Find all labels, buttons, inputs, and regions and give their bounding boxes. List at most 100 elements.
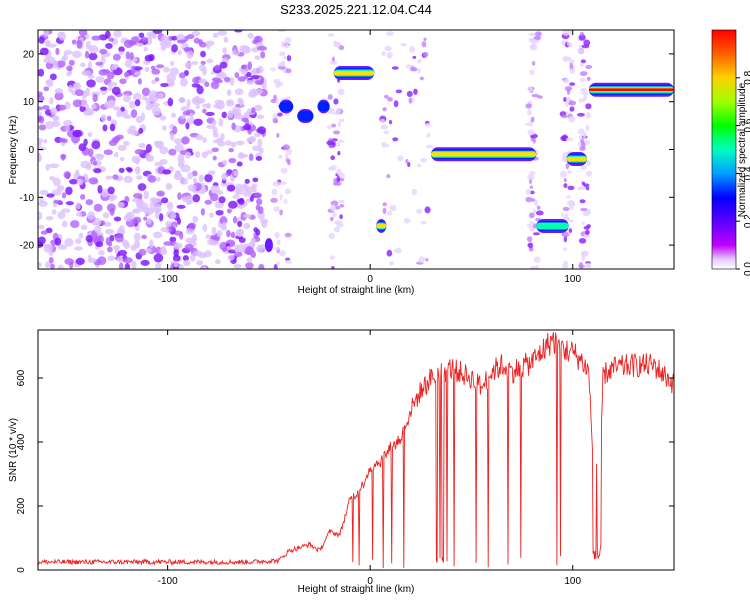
noise-blob (234, 113, 243, 120)
spectral-feature (317, 101, 330, 112)
noise-blob (283, 56, 287, 60)
noise-blob (108, 99, 116, 108)
noise-blob (177, 49, 182, 56)
noise-blob (111, 86, 121, 95)
noise-blob (102, 212, 110, 219)
noise-blob (39, 189, 49, 196)
noise-blob (568, 228, 573, 234)
noise-blob (93, 217, 102, 226)
noise-blob (102, 124, 108, 132)
noise-blob (195, 104, 200, 110)
y-tick-label: 400 (16, 433, 27, 450)
noise-blob (145, 143, 152, 153)
noise-blob (279, 181, 288, 185)
spectral-feature (264, 238, 273, 253)
noise-blob (387, 97, 393, 102)
noise-blob (563, 97, 567, 103)
noise-blob (113, 135, 121, 142)
noise-blob (79, 62, 86, 68)
noise-blob (586, 159, 591, 167)
noise-blob (56, 60, 66, 68)
noise-blob (569, 43, 573, 48)
noise-blob (85, 87, 91, 97)
noise-blob (243, 213, 252, 219)
noise-blob (244, 178, 250, 184)
noise-blob (528, 86, 533, 93)
noise-blob (252, 145, 262, 152)
noise-blob (261, 84, 267, 89)
noise-blob (567, 185, 575, 191)
noise-blob (235, 140, 245, 146)
noise-blob (565, 162, 570, 170)
noise-blob (47, 56, 56, 64)
noise-blob (38, 211, 43, 221)
noise-blob (54, 237, 62, 246)
noise-blob (277, 30, 286, 33)
noise-blob (61, 153, 66, 161)
noise-blob (586, 224, 591, 229)
noise-blob (169, 81, 175, 86)
noise-blob (388, 119, 393, 125)
noise-blob (214, 99, 224, 105)
noise-blob (568, 115, 576, 123)
noise-blob (43, 86, 50, 92)
noise-blob (586, 76, 591, 82)
noise-blob (173, 173, 183, 181)
noise-blob (217, 30, 228, 36)
noise-blob (391, 66, 399, 70)
noise-blob (185, 200, 192, 206)
noise-blob (333, 40, 338, 46)
noise-blob (569, 62, 574, 70)
noise-blob (566, 195, 571, 199)
noise-blob (81, 70, 92, 77)
noise-blob (337, 139, 345, 143)
noise-blob (244, 118, 250, 126)
noise-blob (210, 185, 221, 194)
noise-blob (49, 73, 57, 81)
noise-blob (195, 151, 201, 158)
noise-blob (72, 129, 82, 138)
noise-blob (122, 94, 131, 103)
noise-blob (580, 165, 587, 171)
noise-blob (46, 78, 54, 88)
noise-blob (160, 197, 169, 204)
noise-blob (578, 262, 583, 269)
noise-blob (579, 199, 586, 204)
noise-blob (144, 54, 153, 62)
noise-blob (328, 232, 335, 240)
noise-blob (88, 52, 98, 61)
noise-blob (330, 155, 336, 161)
noise-blob (581, 221, 585, 225)
noise-blob (173, 260, 179, 268)
noise-blob (160, 227, 170, 233)
noise-blob (156, 141, 164, 148)
noise-blob (284, 37, 292, 44)
noise-blob (176, 217, 182, 225)
noise-blob (568, 30, 573, 35)
noise-blob (417, 67, 421, 74)
noise-blob (585, 103, 592, 110)
noise-blob (184, 243, 194, 252)
x-tick-label: 0 (367, 576, 373, 587)
noise-blob (179, 177, 189, 185)
noise-blob (159, 115, 167, 121)
noise-blob (148, 90, 158, 100)
noise-blob (91, 103, 97, 110)
noise-blob (112, 174, 119, 180)
noise-blob (270, 98, 277, 104)
noise-blob (413, 88, 418, 95)
noise-blob (75, 202, 81, 210)
noise-blob (578, 98, 585, 103)
noise-blob (578, 237, 587, 244)
noise-blob (160, 35, 170, 45)
noise-blob (38, 153, 42, 162)
noise-blob (74, 89, 84, 97)
chart-title: S233.2025.221.12.04.C44 (280, 2, 432, 17)
noise-blob (221, 221, 227, 230)
noise-blob (533, 35, 542, 40)
noise-blob (200, 50, 206, 58)
noise-blob (118, 262, 124, 269)
noise-blob (169, 236, 177, 243)
noise-blob (155, 262, 162, 269)
noise-blob (100, 188, 110, 198)
